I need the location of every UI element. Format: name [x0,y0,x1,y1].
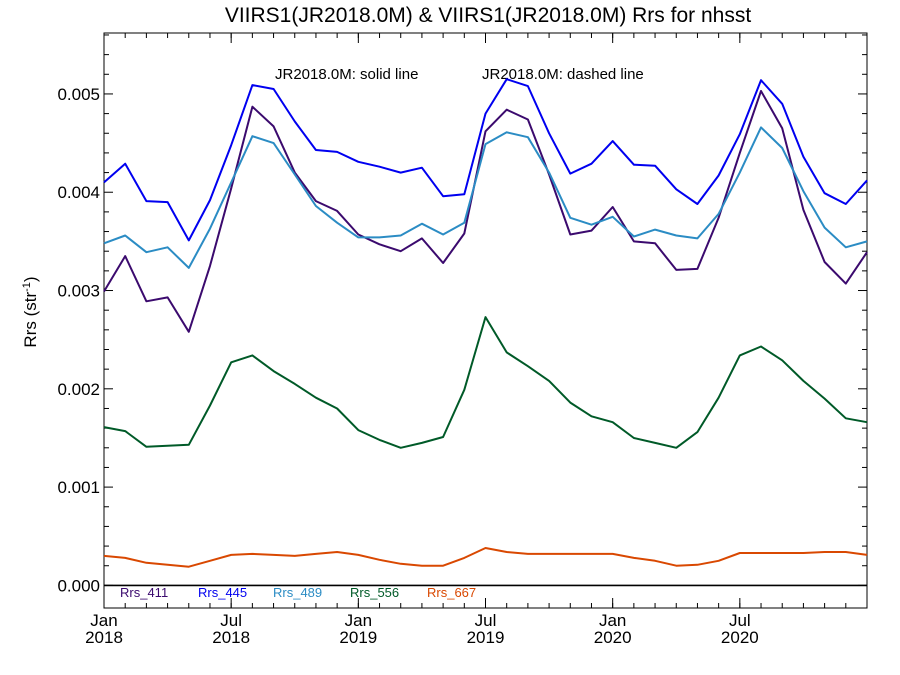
series-line-rrs_411 [103,90,868,333]
y-tick-label: 0.004 [57,183,100,202]
legend-item-rrs_489: Rrs_489 [273,585,322,600]
x-tick-label-month: Jan [345,611,372,630]
y-axis-label: Rrs (str-1) [21,276,40,347]
series-line-rrs_556 [103,316,868,449]
y-axis-label-main: Rrs (str [21,292,40,348]
series-line-rrs_667 [103,547,868,568]
x-tick-label-month: Jan [90,611,117,630]
series-line-rrs_489 [103,126,868,269]
y-tick-label: 0.001 [57,478,100,497]
x-tick-label-month: Jul [475,611,497,630]
x-tick-label-month: Jan [599,611,626,630]
x-tick-label-year: 2019 [339,628,377,647]
y-tick-label: 0.005 [57,85,100,104]
annotation-solid: JR2018.0M: solid line [275,66,418,83]
x-tick-label-year: 2018 [85,628,123,647]
legend-item-rrs_667: Rrs_667 [427,585,476,600]
x-tick-label-year: 2020 [721,628,759,647]
series-line-rrs_445 [103,78,868,242]
legend-item-rrs_445: Rrs_445 [198,585,247,600]
x-tick-label-year: 2018 [212,628,250,647]
legend-item-rrs_556: Rrs_556 [350,585,399,600]
legend-item-rrs_411: Rrs_411 [120,585,168,600]
y-axis-label-close: ) [21,276,40,282]
x-tick-label-month: Jul [220,611,242,630]
y-tick-label: 0.002 [57,380,100,399]
annotation-dashed: JR2018.0M: dashed line [482,66,644,83]
plot-area: 0.0000.0010.0020.0030.0040.005Jan2018Jul… [57,32,868,647]
y-axis-label-sup: -1 [21,282,33,292]
y-tick-label: 0.003 [57,282,100,301]
chart-title: VIIRS1(JR2018.0M) & VIIRS1(JR2018.0M) Rr… [225,4,752,27]
y-tick-label: 0.000 [57,576,100,595]
x-tick-label-year: 2019 [467,628,505,647]
x-tick-label-year: 2020 [594,628,632,647]
x-tick-label-month: Jul [729,611,751,630]
